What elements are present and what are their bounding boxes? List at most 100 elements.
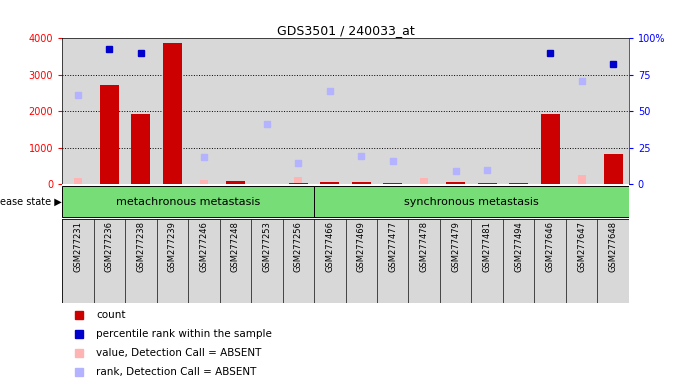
Bar xyxy=(503,38,534,184)
Bar xyxy=(597,38,629,184)
Bar xyxy=(346,219,377,303)
Bar xyxy=(294,177,302,184)
Bar xyxy=(100,85,119,184)
Bar xyxy=(597,38,629,184)
Bar xyxy=(440,219,471,303)
Text: GSM277479: GSM277479 xyxy=(451,222,460,272)
Bar xyxy=(163,43,182,184)
Bar xyxy=(578,175,585,184)
Text: GSM277239: GSM277239 xyxy=(168,222,177,272)
Bar xyxy=(220,38,251,184)
Bar xyxy=(74,179,82,184)
Bar xyxy=(446,182,465,184)
Text: GSM277231: GSM277231 xyxy=(73,222,82,272)
Bar xyxy=(157,38,188,184)
Bar xyxy=(534,38,566,184)
Bar xyxy=(188,38,220,184)
Bar xyxy=(251,38,283,184)
Bar xyxy=(289,183,307,184)
Bar xyxy=(471,38,503,184)
Bar xyxy=(220,219,251,303)
Bar xyxy=(377,219,408,303)
Bar xyxy=(62,219,94,303)
Bar xyxy=(566,219,597,303)
Text: GSM277647: GSM277647 xyxy=(577,222,586,272)
Bar xyxy=(477,183,497,184)
Text: synchronous metastasis: synchronous metastasis xyxy=(404,197,539,207)
Text: GSM277494: GSM277494 xyxy=(514,222,523,272)
Bar xyxy=(314,38,346,184)
Text: value, Detection Call = ABSENT: value, Detection Call = ABSENT xyxy=(96,348,262,358)
Bar xyxy=(125,38,157,184)
Bar xyxy=(188,219,220,303)
Text: disease state ▶: disease state ▶ xyxy=(0,197,61,207)
Text: GSM277253: GSM277253 xyxy=(263,222,272,272)
Text: percentile rank within the sample: percentile rank within the sample xyxy=(96,329,272,339)
Bar xyxy=(534,219,566,303)
Bar xyxy=(346,38,377,184)
Bar xyxy=(220,38,251,184)
Bar xyxy=(408,219,440,303)
Bar xyxy=(314,38,346,184)
Text: metachronous metastasis: metachronous metastasis xyxy=(116,197,261,207)
Bar xyxy=(546,180,554,184)
Bar xyxy=(408,38,440,184)
Bar xyxy=(94,38,125,184)
Bar xyxy=(226,181,245,184)
Text: GSM277238: GSM277238 xyxy=(136,222,145,272)
Bar xyxy=(314,219,346,303)
Bar xyxy=(251,38,283,184)
Bar xyxy=(200,180,208,184)
Bar xyxy=(62,38,94,184)
Text: GSM277256: GSM277256 xyxy=(294,222,303,272)
Bar xyxy=(509,183,528,184)
Text: GSM277477: GSM277477 xyxy=(388,222,397,272)
Bar xyxy=(604,154,623,184)
Bar xyxy=(62,38,94,184)
Bar xyxy=(420,178,428,184)
Bar xyxy=(408,38,440,184)
Bar xyxy=(157,219,188,303)
Text: rank, Detection Call = ABSENT: rank, Detection Call = ABSENT xyxy=(96,367,256,377)
Bar xyxy=(566,38,597,184)
Bar xyxy=(377,38,408,184)
Bar xyxy=(125,38,157,184)
Text: GSM277481: GSM277481 xyxy=(482,222,492,272)
Bar xyxy=(346,38,377,184)
Text: GSM277648: GSM277648 xyxy=(609,222,618,272)
Bar xyxy=(597,219,629,303)
Bar xyxy=(440,38,471,184)
Bar xyxy=(377,38,408,184)
Bar xyxy=(188,38,220,184)
Bar xyxy=(131,114,151,184)
Bar xyxy=(283,38,314,184)
Text: GSM277236: GSM277236 xyxy=(105,222,114,272)
Bar xyxy=(94,38,125,184)
Bar xyxy=(566,38,597,184)
Bar xyxy=(94,219,125,303)
Bar xyxy=(384,183,402,184)
Bar xyxy=(352,182,370,184)
Bar xyxy=(503,219,534,303)
Bar xyxy=(283,219,314,303)
Bar xyxy=(283,38,314,184)
Text: GSM277246: GSM277246 xyxy=(199,222,209,272)
Title: GDS3501 / 240033_at: GDS3501 / 240033_at xyxy=(276,24,415,37)
Bar xyxy=(169,181,176,184)
Text: GSM277478: GSM277478 xyxy=(419,222,428,272)
Bar xyxy=(251,219,283,303)
Bar xyxy=(503,38,534,184)
Bar xyxy=(540,114,560,184)
Text: GSM277466: GSM277466 xyxy=(325,222,334,272)
Bar xyxy=(314,186,629,217)
Bar xyxy=(440,38,471,184)
Text: GSM277248: GSM277248 xyxy=(231,222,240,272)
Bar xyxy=(534,38,566,184)
Bar xyxy=(471,219,503,303)
Text: GSM277469: GSM277469 xyxy=(357,222,366,272)
Bar xyxy=(321,182,339,184)
Bar xyxy=(157,38,188,184)
Bar xyxy=(62,186,314,217)
Bar xyxy=(471,38,503,184)
Bar xyxy=(125,219,157,303)
